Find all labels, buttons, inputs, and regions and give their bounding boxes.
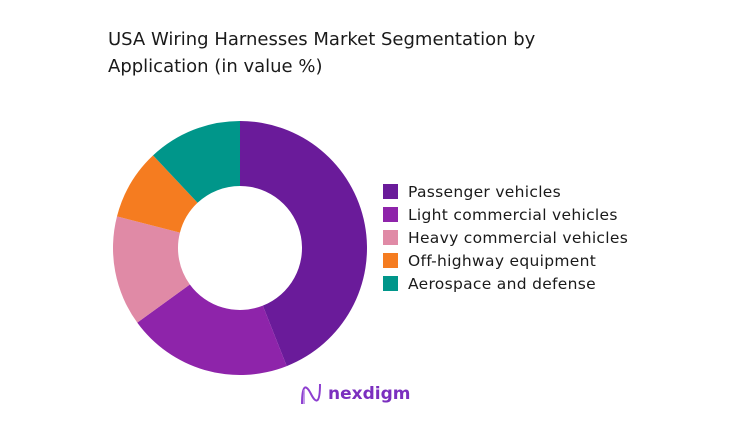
chart-title: USA Wiring Harnesses Market Segmentation… <box>108 29 536 77</box>
slice-off-highway-equipment <box>116 155 198 233</box>
slice-heavy-commercial-vehicles <box>113 216 190 323</box>
legend-item: Heavy commercial vehicles <box>383 226 628 249</box>
legend-label: Passenger vehicles <box>408 182 562 201</box>
legend-swatch <box>383 230 398 245</box>
legend-swatch <box>383 253 398 268</box>
legend-label: Aerospace and defense <box>408 274 596 293</box>
legend-item: Aerospace and defense <box>383 272 628 295</box>
slice-aerospace-and-defense <box>153 121 240 203</box>
legend-label: Light commercial vehicles <box>408 205 618 224</box>
slice-light-commercial-vehicles <box>137 284 287 375</box>
legend-swatch <box>383 207 398 222</box>
legend-item: Light commercial vehicles <box>383 203 628 226</box>
legend-item: Passenger vehicles <box>383 180 628 203</box>
legend-label: Off-highway equipment <box>408 251 597 270</box>
legend-swatch <box>383 276 398 291</box>
nexdigm-logo: nexdigm <box>300 382 410 406</box>
slice-passenger-vehicles <box>240 121 368 367</box>
legend: Passenger vehicles Light commercial vehic… <box>383 180 628 295</box>
legend-label: Heavy commercial vehicles <box>408 228 629 247</box>
legend-item: Off-highway equipment <box>383 249 628 272</box>
logo-text: nexdigm <box>328 384 411 404</box>
legend-swatch <box>383 184 398 199</box>
logo-wave-icon <box>301 383 321 405</box>
